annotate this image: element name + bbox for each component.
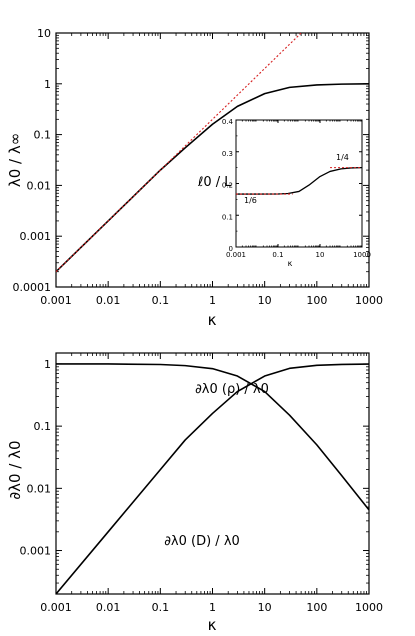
- bottom-y-tick-label: 0.001: [20, 545, 52, 558]
- inset-y-tick-label: 0: [229, 245, 233, 253]
- top-series-1-asymptote-line: [56, 33, 302, 273]
- top-x-tick-label: 100: [306, 294, 327, 307]
- bottom-x-tick-label: 1: [209, 601, 216, 614]
- inset-y-tick-label: 0.2: [222, 182, 233, 190]
- top-y-tick-label: 10: [37, 27, 51, 40]
- bottom-y-axis-label: ∂λ0 / λ0: [6, 440, 24, 499]
- top-x-axis-label: κ: [208, 311, 217, 329]
- top-y-tick-label: 0.001: [20, 230, 52, 243]
- inset-x-tick-label: 1000: [353, 251, 371, 259]
- bottom-x-tick-label: 10: [258, 601, 272, 614]
- inset-y-tick-label: 0.1: [222, 213, 233, 221]
- inset-x-tick-label: 10: [316, 251, 325, 259]
- bottom-y-tick-label: 0.01: [27, 482, 52, 495]
- inset-annotation-1-6: 1/6: [244, 196, 257, 205]
- bottom-annotation-d: ∂λ0 (D) / λ0: [164, 534, 240, 549]
- bottom-annotation-rho: ∂λ0 (ρ) / λ0: [195, 382, 269, 397]
- bottom-series-0-curve: [56, 363, 369, 511]
- bottom-x-tick-label: 0.01: [96, 601, 121, 614]
- inset-series-0-curve: [236, 166, 362, 195]
- inset-background: [236, 120, 362, 247]
- inset-x-tick-label: 0.1: [272, 251, 283, 259]
- inset-ticks: 0.001 0.1 10 1000 0 0.1 0.2 0.3 0.4: [222, 118, 371, 259]
- bottom-panel: 0.001 0.01 0.1 1 10 100 1000 0.001 0.01 0.1 1 ∂λ0 …: [6, 352, 383, 634]
- bottom-x-tick-label: 0.1: [152, 601, 170, 614]
- top-y-tick-label: 1: [44, 78, 51, 91]
- inset-y-tick-label: 0.3: [222, 150, 233, 158]
- bottom-x-tick-label: 1000: [355, 601, 383, 614]
- top-y-tick-label: 0.01: [27, 179, 52, 192]
- bottom-x-axis-label: κ: [208, 616, 217, 634]
- top-series: [56, 33, 369, 273]
- top-y-tick-label: 0.1: [34, 129, 52, 142]
- bottom-y-tick-label: 1: [44, 358, 51, 371]
- top-x-tick-label: 0.001: [40, 294, 72, 307]
- top-panel: 0.001 0.01 0.1 1 10 100 10000.00010.0010.010.1…: [6, 27, 383, 329]
- inset-x-axis-label: κ: [288, 259, 293, 268]
- inset-x-tick-label: 0.001: [226, 251, 246, 259]
- inset-annotation-1-4: 1/4: [336, 153, 349, 162]
- bottom-series: [56, 363, 369, 594]
- top-y-axis-label: λ0 / λ∞: [6, 133, 24, 187]
- top-y-tick-label: 0.0001: [13, 281, 52, 294]
- bottom-y-tick-label: 0.1: [34, 420, 52, 433]
- inset-y-tick-label: 0.4: [222, 118, 234, 126]
- inset-series: [236, 166, 362, 195]
- top-x-tick-label: 1000: [355, 294, 383, 307]
- bottom-x-tick-label: 100: [306, 601, 327, 614]
- inset-panel: 0.001 0.1 10 1000 0 0.1 0.2 0.3 0.4 1/6 1/4 κ ℓ0…: [197, 118, 371, 268]
- top-x-tick-label: 0.01: [96, 294, 121, 307]
- top-x-tick-label: 10: [258, 294, 272, 307]
- top-x-tick-label: 1: [209, 294, 216, 307]
- bottom-ticks: 0.001 0.01 0.1 1 10 100 1000 0.001 0.01 0.1 1: [20, 353, 383, 614]
- inset-y-axis-label: ℓ0 / L: [197, 175, 232, 190]
- bottom-series-1-curve: [56, 363, 369, 594]
- bottom-x-tick-label: 0.001: [40, 601, 72, 614]
- top-x-tick-label: 0.1: [152, 294, 170, 307]
